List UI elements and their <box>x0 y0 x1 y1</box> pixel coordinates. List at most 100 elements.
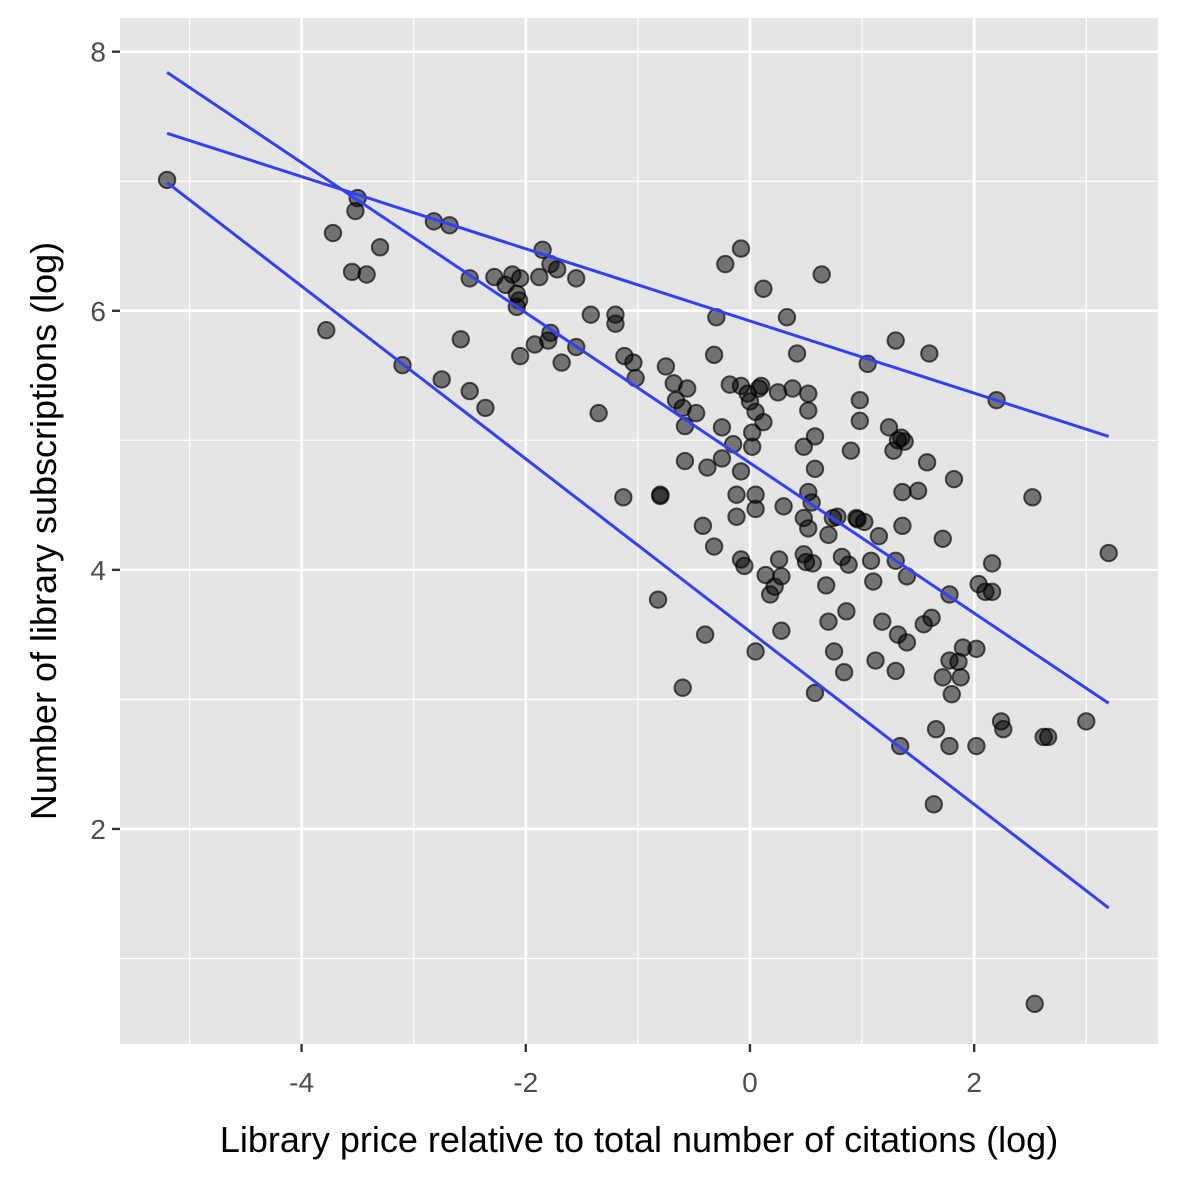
data-point <box>614 488 633 507</box>
data-point <box>712 418 732 437</box>
data-point <box>342 262 362 282</box>
data-point <box>357 265 376 284</box>
data-point <box>675 451 695 471</box>
data-point <box>967 639 986 659</box>
data-point <box>819 612 838 631</box>
data-point <box>924 795 944 814</box>
data-point <box>370 238 390 257</box>
data-point <box>794 437 813 456</box>
data-point <box>716 254 735 274</box>
data-point <box>727 485 746 504</box>
fit-line <box>166 181 1110 910</box>
data-point <box>317 321 336 340</box>
data-point <box>567 269 586 288</box>
data-point <box>651 485 670 504</box>
data-point <box>704 345 724 365</box>
data-point <box>581 305 600 324</box>
data-point <box>897 633 917 652</box>
y-tick-label: 2 <box>90 814 106 845</box>
data-point <box>893 482 912 502</box>
x-axis: -4 -2 0 2 <box>289 1044 982 1098</box>
data-point <box>873 612 892 631</box>
data-point <box>799 401 818 420</box>
data-point <box>772 567 791 586</box>
y-tick-label: 6 <box>90 296 106 327</box>
data-point <box>944 469 964 489</box>
fit-line <box>166 131 1110 438</box>
y-axis: 2 4 6 8 <box>90 37 120 845</box>
data-point <box>777 308 797 327</box>
data-point <box>510 346 530 366</box>
data-point <box>850 390 870 410</box>
x-tick-label: 0 <box>742 1067 758 1098</box>
data-point <box>432 370 451 389</box>
data-point <box>731 239 751 258</box>
data-point <box>589 403 608 423</box>
fit-line <box>166 71 1110 705</box>
data-point <box>816 576 836 595</box>
data-point <box>323 223 343 243</box>
data-point <box>850 411 870 431</box>
data-point <box>746 642 765 661</box>
data-point <box>769 550 789 569</box>
data-point <box>1025 994 1044 1014</box>
data-point <box>839 555 858 574</box>
data-point <box>982 554 1002 573</box>
data-point <box>855 512 874 532</box>
data-point <box>834 663 854 682</box>
data-point <box>735 556 754 576</box>
data-point <box>805 427 825 446</box>
data-point <box>510 269 530 288</box>
x-tick-label: -4 <box>289 1067 314 1098</box>
minor-gridlines <box>120 18 1158 1044</box>
data-point <box>476 398 495 418</box>
data-point <box>754 279 773 298</box>
data-point <box>751 376 771 396</box>
data-point <box>886 661 905 681</box>
data-point <box>805 683 825 703</box>
data-point <box>917 453 937 472</box>
plot-panel <box>120 18 1158 1044</box>
x-tick-label: 2 <box>966 1067 982 1098</box>
data-point <box>861 551 881 570</box>
data-point <box>673 678 692 697</box>
data-point <box>547 260 567 279</box>
data-point <box>812 265 831 284</box>
data-point <box>712 449 732 468</box>
data-point <box>746 499 765 519</box>
data-point <box>922 608 941 627</box>
data-point <box>774 497 793 516</box>
data-point <box>895 432 914 451</box>
data-point <box>727 507 746 526</box>
data-point <box>787 344 807 363</box>
data-point <box>933 668 952 687</box>
data-point <box>451 330 470 349</box>
data-point <box>893 516 912 536</box>
data-point <box>743 437 762 456</box>
data-point <box>942 685 961 704</box>
x-axis-title: Library price relative to total number o… <box>220 1119 1058 1160</box>
y-axis-title: Number of library subscriptions (log) <box>23 242 64 820</box>
data-point <box>460 269 479 288</box>
data-point <box>1099 543 1118 563</box>
data-point <box>624 353 643 372</box>
data-point <box>606 314 625 333</box>
data-point <box>704 537 724 556</box>
data-point <box>693 516 713 536</box>
data-point <box>982 582 1002 602</box>
data-point <box>933 529 952 548</box>
data-point <box>920 344 939 363</box>
data-point <box>772 621 791 640</box>
data-point <box>541 323 560 342</box>
data-point <box>656 357 676 376</box>
data-point <box>648 590 668 609</box>
data-point <box>678 379 697 398</box>
data-point <box>908 481 928 501</box>
data-point <box>799 519 818 538</box>
data-point <box>1077 712 1096 731</box>
data-point <box>926 720 946 739</box>
y-tick-label: 8 <box>90 37 106 68</box>
data-point <box>803 554 822 573</box>
data-point <box>346 201 365 221</box>
